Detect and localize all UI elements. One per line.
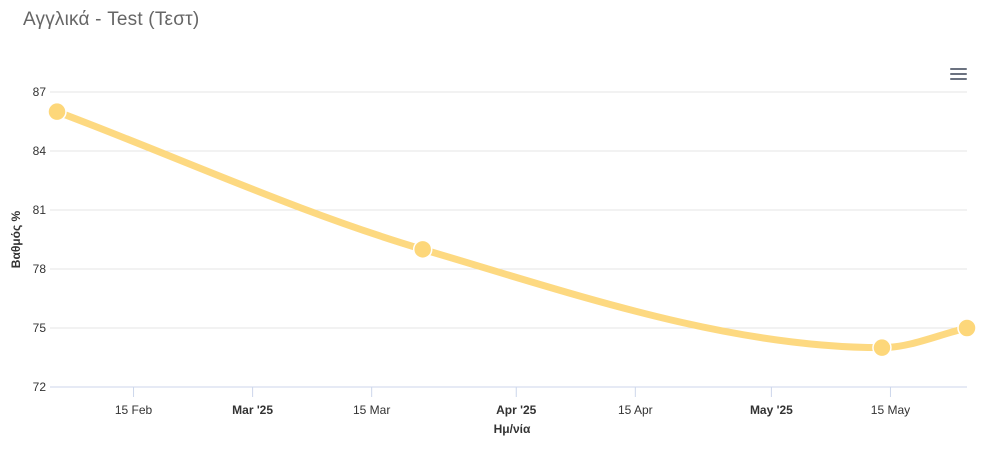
x-tick-label-2: 15 Mar — [353, 403, 390, 417]
x-tick-label-6: 15 May — [871, 403, 910, 417]
series-layer — [47, 101, 977, 358]
series-line — [53, 108, 971, 352]
y-axis-title: Βαθμός % — [9, 210, 23, 268]
data-point-0 — [47, 101, 67, 122]
chart-title: Αγγλικά - Test (Τεστ) — [23, 9, 200, 30]
y-tick-label-75: 75 — [33, 321, 47, 335]
y-axis-ticks: 72 75 78 81 84 87 — [33, 85, 47, 394]
x-tick-label-1: Mar '25 — [232, 403, 273, 417]
grid-lines — [50, 91, 967, 329]
x-tick-label-0: 15 Feb — [115, 403, 153, 417]
x-tick-label-5: May '25 — [750, 403, 793, 417]
y-tick-label-78: 78 — [33, 262, 47, 276]
x-tick-label-3: Apr '25 — [496, 403, 537, 417]
x-tick-label-4: 15 Apr — [618, 403, 653, 417]
data-point-2 — [872, 337, 892, 358]
y-tick-label-87: 87 — [33, 85, 47, 99]
y-tick-label-84: 84 — [33, 144, 47, 158]
x-axis: 15 Feb Mar '25 15 Mar Apr '25 15 Apr May '25 1… — [50, 386, 967, 417]
y-tick-label-81: 81 — [33, 203, 47, 217]
x-axis-title: Ημ/νία — [494, 422, 531, 436]
data-point-1 — [412, 239, 433, 260]
hamburger-menu-icon[interactable] — [948, 66, 970, 82]
data-point-3 — [957, 318, 977, 338]
y-tick-label-72: 72 — [33, 380, 47, 394]
